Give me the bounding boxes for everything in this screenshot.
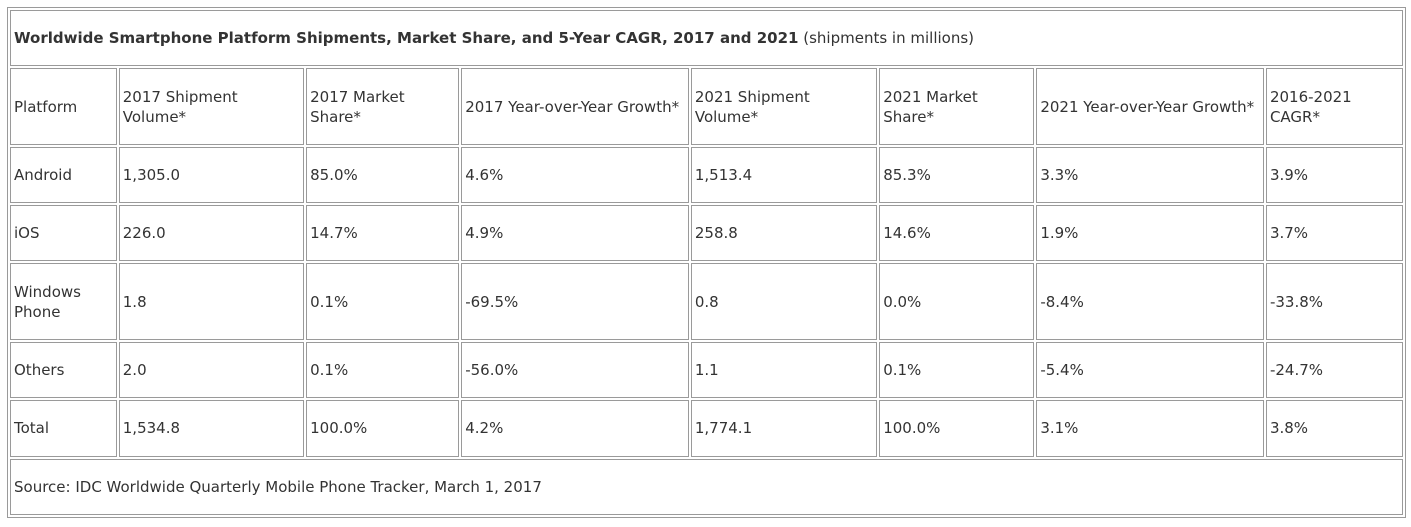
smartphone-shipments-table: Worldwide Smartphone Platform Shipments,… xyxy=(7,7,1406,518)
table-cell: -5.4% xyxy=(1036,341,1264,399)
table-cell: 1,513.4 xyxy=(690,146,878,204)
header-row: Platform 2017 Shipment Volume* 2017 Mark… xyxy=(10,68,1403,145)
table-cell: -24.7% xyxy=(1265,341,1403,399)
total-cell: 4.2% xyxy=(461,400,689,457)
platform-cell: Windows Phone xyxy=(10,263,117,340)
total-row: Total 1,534.8 100.0% 4.2% 1,774.1 100.0%… xyxy=(10,400,1403,457)
table-cell: 3.7% xyxy=(1265,205,1403,262)
table-row: Windows Phone 1.8 0.1% -69.5% 0.8 0.0% -… xyxy=(10,263,1403,340)
title-row: Worldwide Smartphone Platform Shipments,… xyxy=(10,10,1403,67)
table-cell: 0.1% xyxy=(879,341,1035,399)
column-header: 2017 Market Share* xyxy=(306,68,460,145)
total-cell: 3.8% xyxy=(1265,400,1403,457)
total-label-cell: Total xyxy=(10,400,117,457)
column-header: 2021 Market Share* xyxy=(879,68,1035,145)
platform-cell: iOS xyxy=(10,205,117,262)
table-cell: 1,305.0 xyxy=(118,146,305,204)
table-cell: 0.1% xyxy=(306,263,460,340)
table-cell: 2.0 xyxy=(118,341,305,399)
table-cell: 14.7% xyxy=(306,205,460,262)
table-cell: 1.9% xyxy=(1036,205,1264,262)
table-cell: -8.4% xyxy=(1036,263,1264,340)
total-cell: 1,534.8 xyxy=(118,400,305,457)
table-title: Worldwide Smartphone Platform Shipments,… xyxy=(14,29,799,48)
total-cell: 100.0% xyxy=(879,400,1035,457)
table-cell: 0.8 xyxy=(690,263,878,340)
column-header: 2016-2021 CAGR* xyxy=(1265,68,1403,145)
platform-cell: Android xyxy=(10,146,117,204)
table-cell: 14.6% xyxy=(879,205,1035,262)
platform-cell: Others xyxy=(10,341,117,399)
total-cell: 100.0% xyxy=(306,400,460,457)
table-cell: 1.8 xyxy=(118,263,305,340)
table-title-cell: Worldwide Smartphone Platform Shipments,… xyxy=(10,10,1403,67)
table-cell: 258.8 xyxy=(690,205,878,262)
column-header: 2017 Shipment Volume* xyxy=(118,68,305,145)
table-cell: 226.0 xyxy=(118,205,305,262)
table-cell: 3.9% xyxy=(1265,146,1403,204)
table-subtitle: (shipments in millions) xyxy=(803,29,974,48)
table-cell: 85.3% xyxy=(879,146,1035,204)
column-header: 2021 Shipment Volume* xyxy=(690,68,878,145)
table-cell: 85.0% xyxy=(306,146,460,204)
table-cell: 3.3% xyxy=(1036,146,1264,204)
source-row: Source: IDC Worldwide Quarterly Mobile P… xyxy=(10,458,1403,515)
column-header: 2021 Year-over-Year Growth* xyxy=(1036,68,1264,145)
column-header: 2017 Year-over-Year Growth* xyxy=(461,68,689,145)
table-cell: 4.9% xyxy=(461,205,689,262)
table-cell: -56.0% xyxy=(461,341,689,399)
table-row: Android 1,305.0 85.0% 4.6% 1,513.4 85.3%… xyxy=(10,146,1403,204)
table-cell: 4.6% xyxy=(461,146,689,204)
table-cell: 0.0% xyxy=(879,263,1035,340)
table-cell: -69.5% xyxy=(461,263,689,340)
table-row: Others 2.0 0.1% -56.0% 1.1 0.1% -5.4% -2… xyxy=(10,341,1403,399)
table-row: iOS 226.0 14.7% 4.9% 258.8 14.6% 1.9% 3.… xyxy=(10,205,1403,262)
table-cell: 1.1 xyxy=(690,341,878,399)
table-cell: -33.8% xyxy=(1265,263,1403,340)
total-cell: 3.1% xyxy=(1036,400,1264,457)
table-cell: 0.1% xyxy=(306,341,460,399)
total-cell: 1,774.1 xyxy=(690,400,878,457)
column-header: Platform xyxy=(10,68,117,145)
source-note: Source: IDC Worldwide Quarterly Mobile P… xyxy=(10,458,1403,515)
